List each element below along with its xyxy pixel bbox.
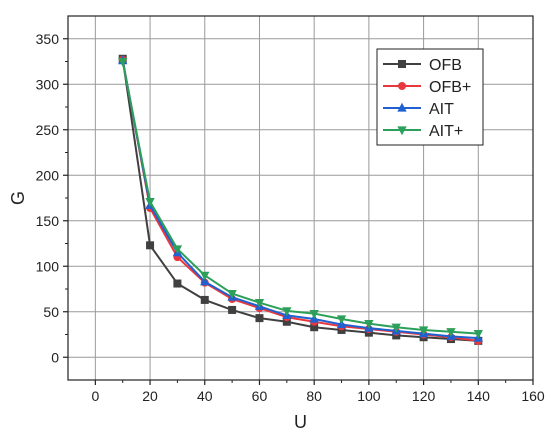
y-tick-label: 300: [36, 76, 60, 92]
x-tick-label: 140: [467, 388, 491, 404]
x-tick-label: 120: [412, 388, 436, 404]
y-tick-label: 50: [43, 304, 59, 320]
data-point: [172, 245, 183, 255]
x-axis-title: U: [294, 412, 307, 432]
legend-label: OFB: [429, 57, 462, 74]
data-point: [228, 305, 237, 314]
series-lines: [118, 54, 483, 345]
legend-marker: [397, 126, 407, 136]
y-tick-label: 0: [51, 349, 59, 365]
series-line: [121, 60, 479, 340]
y-tick-label: 350: [36, 31, 60, 47]
y-tick-label: 150: [36, 213, 60, 229]
y-tick-label: 100: [36, 258, 60, 274]
grid: [68, 16, 534, 380]
series-ait-plus: [118, 57, 483, 339]
legend: OFB OFB+ AIT AIT+: [376, 48, 484, 146]
data-point: [446, 328, 456, 338]
series-line: [121, 61, 479, 335]
legend-label: OFB+: [429, 79, 471, 96]
data-point: [200, 271, 210, 281]
legend-item: AIT+: [383, 123, 463, 140]
series-line: [121, 58, 479, 342]
data-point: [336, 315, 347, 325]
data-point: [364, 319, 374, 329]
y-tick-label: 200: [36, 167, 60, 183]
legend-marker: [397, 60, 406, 69]
data-point: [146, 241, 155, 250]
x-tick-label: 0: [91, 388, 99, 404]
legend-item: OFB: [383, 57, 462, 74]
data-point: [418, 326, 429, 336]
x-tick-label: 100: [357, 388, 381, 404]
y-axis-title: G: [8, 191, 28, 205]
data-point: [200, 295, 209, 304]
x-tick-label: 60: [252, 388, 268, 404]
legend-marker: [397, 102, 407, 112]
data-point: [309, 309, 319, 319]
data-point: [282, 307, 292, 317]
legend-item: AIT: [383, 101, 454, 118]
data-point: [145, 198, 155, 207]
legend-label: AIT: [429, 101, 454, 118]
data-point: [391, 323, 401, 333]
data-point: [254, 299, 265, 308]
legend-label: AIT+: [429, 123, 463, 140]
x-tick-label: 20: [142, 388, 158, 404]
x-tick-label: 80: [306, 388, 322, 404]
legend-marker: [397, 82, 406, 91]
x-tick-label: 160: [521, 388, 545, 404]
axes: 0 20 40 60 80 100 120 140 160 0 50 100 150 200 250 300 3…: [36, 31, 545, 404]
data-point: [200, 276, 210, 286]
data-point: [118, 57, 128, 67]
data-point: [173, 279, 182, 288]
legend-item: OFB+: [383, 79, 471, 96]
data-point: [473, 329, 483, 339]
x-tick-label: 40: [197, 388, 213, 404]
data-point: [227, 289, 237, 299]
y-tick-label: 250: [36, 122, 60, 138]
data-point: [255, 314, 264, 323]
